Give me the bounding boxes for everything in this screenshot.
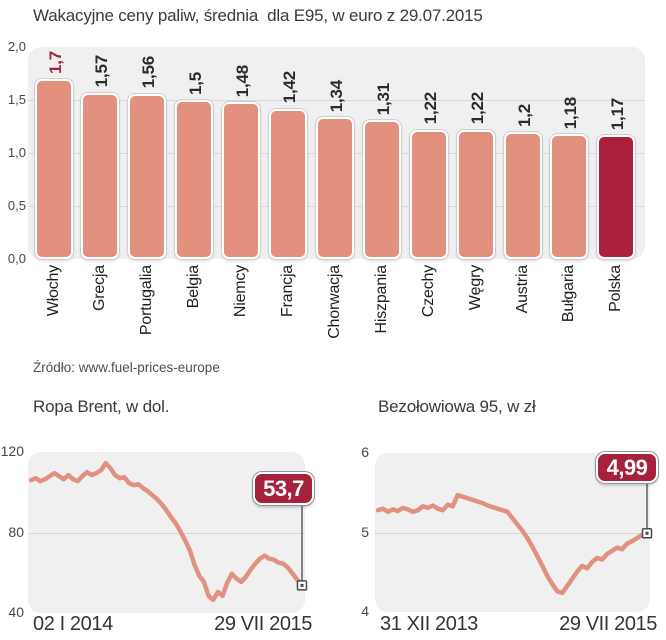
- y-tick-label: 4: [361, 603, 369, 619]
- bar-francja: [268, 108, 307, 259]
- bar-category-label: Francja: [278, 265, 296, 317]
- bar-category-label: Hiszpania: [372, 265, 390, 334]
- bar-category-label: Węgry: [466, 265, 484, 311]
- bar-value-label: 1,56: [139, 56, 159, 89]
- bar-value-label: 1,17: [608, 97, 628, 130]
- gridline: [28, 532, 305, 534]
- y-tick-label: 1,0: [7, 145, 26, 160]
- bar-value-label: 1,34: [326, 79, 346, 112]
- gridline: [28, 100, 645, 101]
- bar-category-label: Portugalia: [138, 265, 156, 336]
- petrol-value-badge: 4,99: [596, 452, 658, 483]
- y-tick-label: 40: [8, 604, 24, 620]
- brent-x-end-label: 29 VII 2015: [214, 613, 312, 635]
- y-tick-label: 6: [361, 444, 369, 460]
- petrol-series: [375, 481, 653, 596]
- bar-category-label: Grecja: [91, 265, 109, 311]
- bar-austria: [503, 131, 542, 259]
- y-tick-label: 1,5: [7, 92, 26, 107]
- bar-category-label: Niemcy: [232, 265, 249, 318]
- bar-category-label: Bułgaria: [560, 265, 578, 323]
- bar-value-label: 1,7: [45, 50, 65, 74]
- source-note: Źródło: www.fuel-prices-europe: [33, 360, 220, 375]
- bar-polska: [597, 135, 636, 259]
- bar-value-label: 1,22: [420, 92, 440, 125]
- bar-category-label: Austria: [513, 265, 531, 314]
- bar-czechy: [409, 129, 448, 259]
- y-tick-label: 80: [8, 523, 24, 540]
- petrol-x-start-label: 31 XII 2013: [380, 613, 478, 635]
- bar-category-label: Włochy: [44, 265, 62, 317]
- brent-value-badge: 53,7: [253, 472, 314, 505]
- bar-value-label: 1,31: [373, 82, 393, 116]
- petrol-x-end-label: 29 VII 2015: [559, 613, 657, 635]
- brent-series: [28, 460, 308, 603]
- y-tick-label: 5: [361, 523, 369, 540]
- bar-belgia: [175, 100, 214, 259]
- bar-portugalia: [128, 93, 167, 259]
- petrol-chart-title: Bezołowiowa 95, w zł: [378, 397, 536, 416]
- bar-hiszpania: [362, 120, 401, 259]
- end-marker-dot: [300, 583, 304, 587]
- bar-value-label: 1,48: [233, 64, 252, 98]
- bar-category-label: Belgia: [185, 265, 203, 309]
- bar-value-label: 1,18: [561, 96, 581, 129]
- bar-category-label: Chorwacja: [325, 265, 343, 339]
- bar-value-label: 1,2: [514, 103, 534, 127]
- page-title: Wakacyjne ceny paliw, średnia dla E95, w…: [33, 6, 483, 25]
- brent-series-line: [28, 460, 305, 603]
- bar-węgry: [456, 129, 495, 259]
- end-marker-dot: [645, 531, 649, 535]
- bar-bułgaria: [550, 133, 589, 259]
- brent-chart-title: Ropa Brent, w dol.: [33, 397, 170, 416]
- bar-category-label: Czechy: [419, 265, 437, 318]
- y-tick-label: 2,0: [7, 39, 26, 54]
- y-tick-label: 0,0: [7, 251, 26, 266]
- brent-x-start-label: 02 I 2014: [33, 613, 113, 635]
- bar-value-label: 1,42: [279, 71, 299, 104]
- bar-value-label: 1,57: [92, 55, 112, 88]
- bar-niemcy: [222, 102, 260, 259]
- bar-value-label: 1,22: [467, 92, 487, 125]
- bar-chorwacja: [315, 117, 354, 259]
- y-tick-label: 0,5: [7, 198, 26, 213]
- petrol-series-line: [375, 492, 650, 596]
- y-tick-label: 120: [0, 443, 24, 459]
- bar-grecja: [81, 92, 120, 259]
- gridline: [375, 532, 650, 534]
- bar-value-label: 1,5: [186, 71, 206, 95]
- bar-włochy: [34, 78, 73, 259]
- bar-category-label: Polska: [607, 265, 625, 312]
